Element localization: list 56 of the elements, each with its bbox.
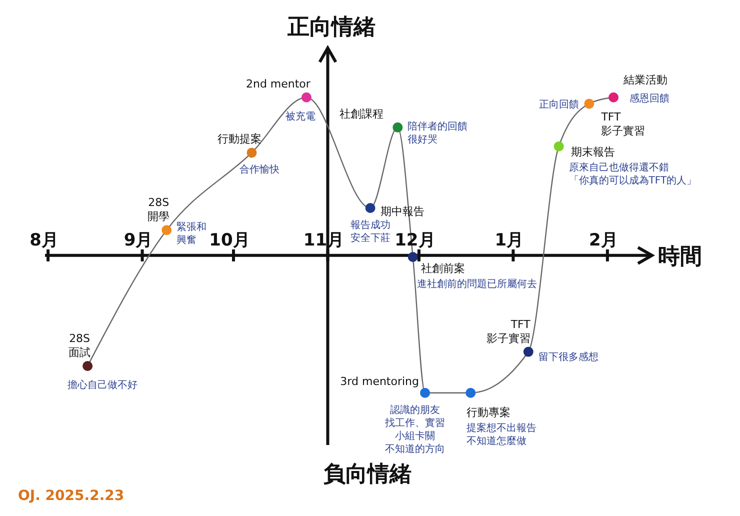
annotation: 28S 開學 — [148, 196, 170, 224]
point — [420, 388, 430, 398]
x-tick-label: 8月 — [30, 230, 58, 250]
point — [608, 92, 619, 102]
annotation: 合作愉快 — [240, 164, 280, 176]
x-tick-label: 11月 — [303, 230, 344, 250]
point — [82, 361, 93, 371]
x-axis-title: 時間 — [658, 244, 702, 270]
annotation: 安全下莊 — [350, 232, 390, 244]
point — [523, 346, 534, 357]
annotation: 結業活動 — [622, 73, 668, 86]
annotation: 感恩回饋 — [630, 92, 670, 104]
text: 不知道的方向 — [385, 442, 446, 455]
annotation: 正向回饋 — [539, 98, 580, 111]
x-tick-label: 1月 — [494, 230, 524, 250]
point — [392, 122, 403, 132]
annotation: 原來自己也做得還不錯 — [568, 161, 669, 174]
point — [408, 252, 418, 262]
text: OJ. 2025.2.23 — [18, 488, 124, 504]
annotation: 被充電 — [285, 110, 316, 122]
annotation: 擔心自己做不好 — [68, 379, 138, 391]
x-tick-label: 10月 — [209, 230, 250, 250]
point — [162, 225, 172, 236]
annotation: 2nd mentor — [246, 77, 311, 90]
point — [301, 92, 312, 102]
annotation: 緊張和 — [176, 221, 207, 234]
text: 負向情緒 — [324, 462, 412, 487]
point — [466, 388, 476, 398]
x-tick-label: 2月 — [589, 230, 618, 250]
annotation: 社創課程 — [340, 107, 384, 120]
annotation: 找工作、實習 — [384, 416, 446, 429]
annotation: 社創前案 — [420, 262, 465, 275]
annotation: 進社創前的問題已所屬何去 — [416, 278, 537, 290]
point — [246, 148, 257, 158]
annotation: 行動專案 — [466, 406, 511, 419]
annotation: TFT 影子實習 — [486, 318, 531, 345]
point — [365, 203, 376, 213]
annotation: 「你真的可以成為TFT的人」 — [568, 174, 697, 186]
annotation: TFT 影子實習 — [600, 110, 646, 138]
annotation: 很好哭 — [408, 134, 438, 146]
text: 提案想不出報告 — [466, 422, 537, 434]
annotation: 陪伴者的回饋 — [408, 120, 468, 132]
annotation: 28S 面試 — [68, 332, 91, 359]
annotation: 認識的朋友 — [390, 404, 440, 416]
x-tick-label: 9月 — [124, 230, 153, 250]
point — [554, 141, 564, 152]
text: 不知道怎麼做 — [466, 434, 527, 447]
annotation: 報告成功 — [350, 219, 390, 231]
point — [584, 98, 594, 109]
annotation: 期末報告 — [570, 145, 615, 158]
text: 小組卡關 — [395, 430, 436, 442]
annotation: 3rd mentoring — [340, 374, 420, 388]
annotation: 行動提案 — [218, 132, 262, 146]
annotation: 興奮 — [176, 234, 197, 246]
y-axis-title: 正向情緒 — [286, 15, 376, 40]
annotation: 留下很多感想 — [538, 350, 598, 363]
